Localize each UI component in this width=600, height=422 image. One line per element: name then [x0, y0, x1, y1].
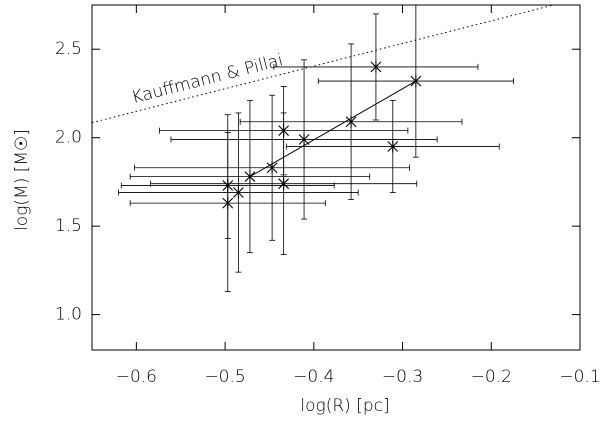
- marker: [278, 177, 290, 190]
- x-axis-label: log(R) [pc]: [300, 396, 389, 416]
- marker: [233, 186, 244, 199]
- x-tick-label: −0.1: [559, 367, 600, 387]
- data-point: [118, 112, 359, 273]
- y-tick-label: 1.5: [55, 216, 82, 236]
- x-tick-label: −0.5: [204, 367, 245, 387]
- marker: [345, 115, 357, 128]
- data-point: [273, 13, 479, 121]
- marker: [387, 140, 399, 153]
- data-point: [120, 131, 335, 239]
- marker: [298, 133, 310, 146]
- data-point: [159, 85, 409, 176]
- line-annotation: Kauffmann & Pillai: [130, 50, 286, 108]
- line: [249, 80, 417, 178]
- marker: [278, 124, 290, 137]
- x-tick-label: −0.3: [382, 367, 423, 387]
- y-tick-label: 2.5: [55, 39, 82, 59]
- marker: [370, 60, 382, 73]
- y-tick-label: 1.0: [55, 305, 82, 325]
- x-tick-label: −0.4: [293, 367, 334, 387]
- x-tick-label: −0.6: [116, 367, 157, 387]
- data-point: [285, 100, 500, 193]
- x-tick-label: −0.2: [471, 367, 512, 387]
- marker: [222, 179, 234, 192]
- y-axis-label: log(M) [M☉]: [12, 129, 32, 231]
- data-point: [239, 43, 463, 201]
- data-point: [134, 94, 411, 241]
- line: [92, 5, 554, 124]
- y-tick-label: 2.0: [55, 128, 82, 148]
- plot-frame: [91, 4, 581, 351]
